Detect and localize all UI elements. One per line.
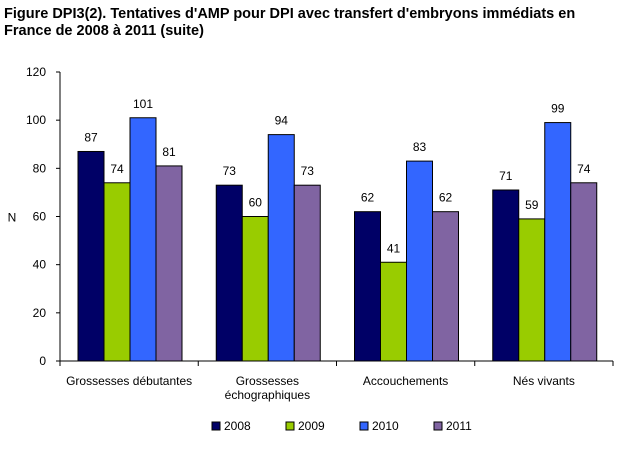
bar: [432, 211, 459, 362]
data-label: 73: [301, 164, 315, 178]
bar: [354, 211, 381, 362]
chart-title: Figure DPI3(2). Tentatives d'AMP pour DP…: [4, 6, 614, 40]
data-label: 87: [84, 130, 98, 144]
bar: [492, 189, 520, 362]
y-tick-label: 40: [33, 258, 47, 272]
x-tick-label: Grossesses débutantes: [66, 374, 192, 388]
bar: [103, 182, 131, 362]
bar: [241, 216, 269, 362]
data-label: 81: [162, 145, 176, 159]
legend-label: 2008: [224, 419, 251, 433]
data-label: 59: [525, 198, 539, 212]
legend-label: 2009: [298, 419, 325, 433]
x-tick-label: Grossesses échographiques: [225, 374, 310, 402]
data-label: 41: [387, 241, 401, 255]
y-tick-label: 60: [33, 210, 47, 224]
y-tick-label: 120: [26, 65, 46, 79]
data-label: 94: [275, 114, 289, 128]
chart-title-line-1: Figure DPI3(2). Tentatives d'AMP pour DP…: [4, 6, 576, 22]
bar: [155, 165, 183, 362]
data-label: 62: [439, 191, 453, 205]
legend-label: 2011: [446, 419, 472, 433]
data-label: 99: [551, 102, 565, 116]
data-label: 60: [249, 196, 263, 210]
legend-swatch: [433, 421, 443, 431]
y-tick-label: 20: [33, 306, 47, 320]
data-label: 74: [110, 162, 124, 176]
x-tick-label: Nés vivants: [513, 374, 575, 388]
bar: [380, 261, 407, 362]
bar: [518, 218, 546, 362]
chart-x-tick-labels: Grossesses débutantes Grossesses échograph…: [66, 374, 575, 402]
bar: [293, 184, 321, 362]
legend-swatch: [359, 421, 369, 431]
bar: [406, 160, 433, 362]
bar: [129, 117, 157, 362]
bar: [77, 150, 105, 362]
y-tick-label: 0: [39, 354, 46, 368]
chart-title-line-2: France de 2008 à 2011 (suite): [4, 23, 204, 39]
data-label: 74: [577, 162, 591, 176]
y-tick-label: 80: [33, 161, 47, 175]
x-tick-label: Accouchements: [363, 374, 448, 388]
y-axis-label: N: [8, 211, 17, 225]
data-label: 83: [413, 140, 427, 154]
chart-bars: [77, 117, 598, 362]
bar: [215, 184, 243, 362]
bar: [544, 122, 572, 362]
data-label: 71: [499, 169, 513, 183]
bar: [570, 182, 598, 362]
chart-data-labels: 87 74 101 81 73 60 94 73 62 41 83 62 71 59 99 74: [84, 97, 590, 256]
data-label: 73: [223, 164, 237, 178]
chart-legend: 2008 2009 2010 2011: [211, 419, 472, 433]
legend-label: 2010: [372, 419, 399, 433]
y-tick-label: 100: [26, 113, 46, 127]
data-label: 101: [133, 97, 153, 111]
bar: [267, 134, 295, 362]
legend-swatch: [285, 421, 295, 431]
data-label: 62: [361, 191, 375, 205]
legend-swatch: [211, 421, 221, 431]
